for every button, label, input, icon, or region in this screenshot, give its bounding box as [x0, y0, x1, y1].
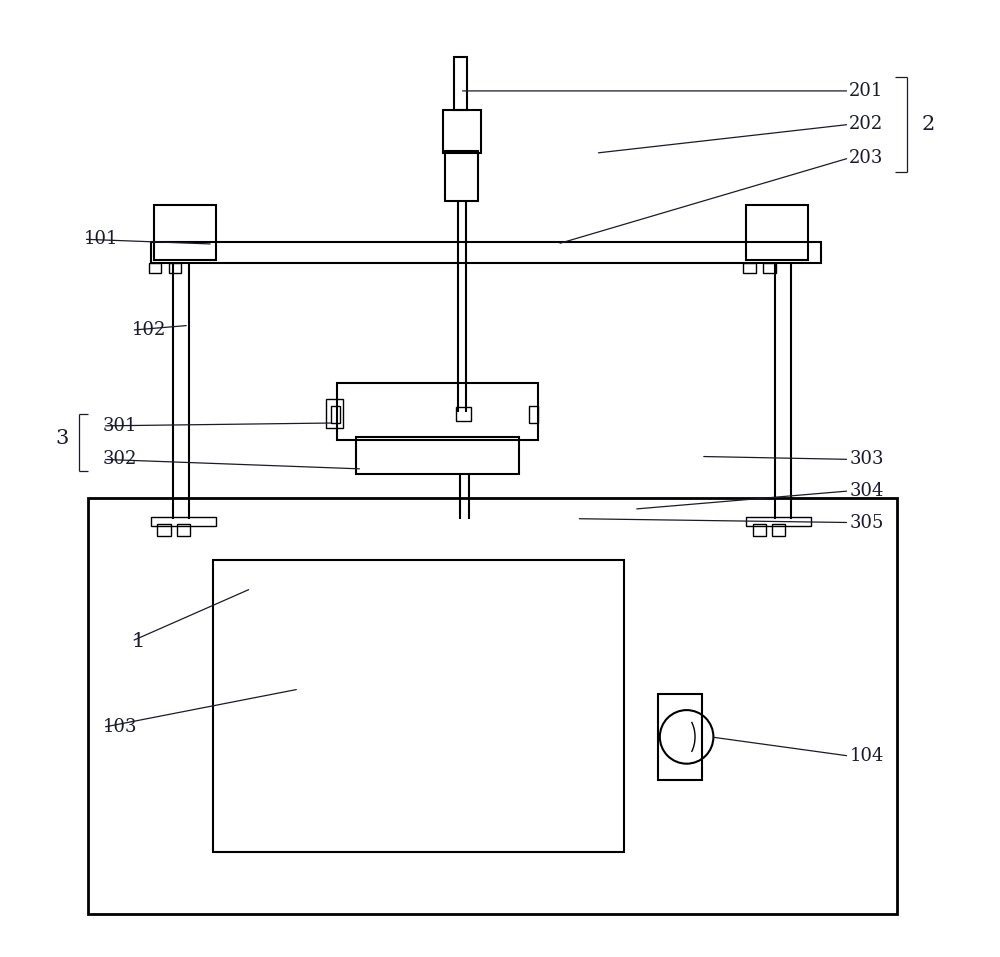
Bar [326, 399, 343, 428]
Bar [753, 524, 766, 536]
Text: 304: 304 [849, 482, 884, 500]
Bar [743, 263, 756, 273]
Bar [88, 498, 897, 914]
Text: 305: 305 [849, 514, 884, 531]
Text: 103: 103 [103, 719, 137, 736]
Bar [454, 57, 467, 110]
Bar [763, 263, 776, 273]
Bar [177, 524, 190, 536]
Bar [356, 437, 519, 474]
Text: 3: 3 [55, 429, 68, 448]
Text: 102: 102 [132, 322, 166, 339]
Bar [445, 151, 478, 201]
Text: 302: 302 [103, 451, 137, 468]
Bar [151, 517, 216, 526]
Bar [772, 524, 785, 536]
Text: 203: 203 [849, 149, 884, 167]
Bar [658, 694, 702, 780]
Text: 303: 303 [849, 451, 884, 468]
Bar [331, 406, 340, 423]
Text: 101: 101 [84, 231, 118, 248]
Bar [746, 205, 808, 260]
Bar [443, 110, 481, 153]
Text: 301: 301 [103, 417, 137, 434]
Text: 2: 2 [921, 115, 934, 134]
Text: 1: 1 [132, 632, 145, 651]
Bar [213, 560, 624, 852]
Bar [529, 406, 538, 423]
Text: 201: 201 [849, 82, 884, 100]
Bar [746, 517, 811, 526]
Text: 202: 202 [849, 116, 884, 133]
Bar [157, 524, 171, 536]
Bar [169, 263, 181, 273]
Bar [149, 263, 161, 273]
Text: 104: 104 [849, 747, 884, 765]
Bar [154, 205, 216, 260]
Bar [337, 383, 538, 440]
Bar [151, 242, 821, 263]
Bar [456, 407, 471, 421]
